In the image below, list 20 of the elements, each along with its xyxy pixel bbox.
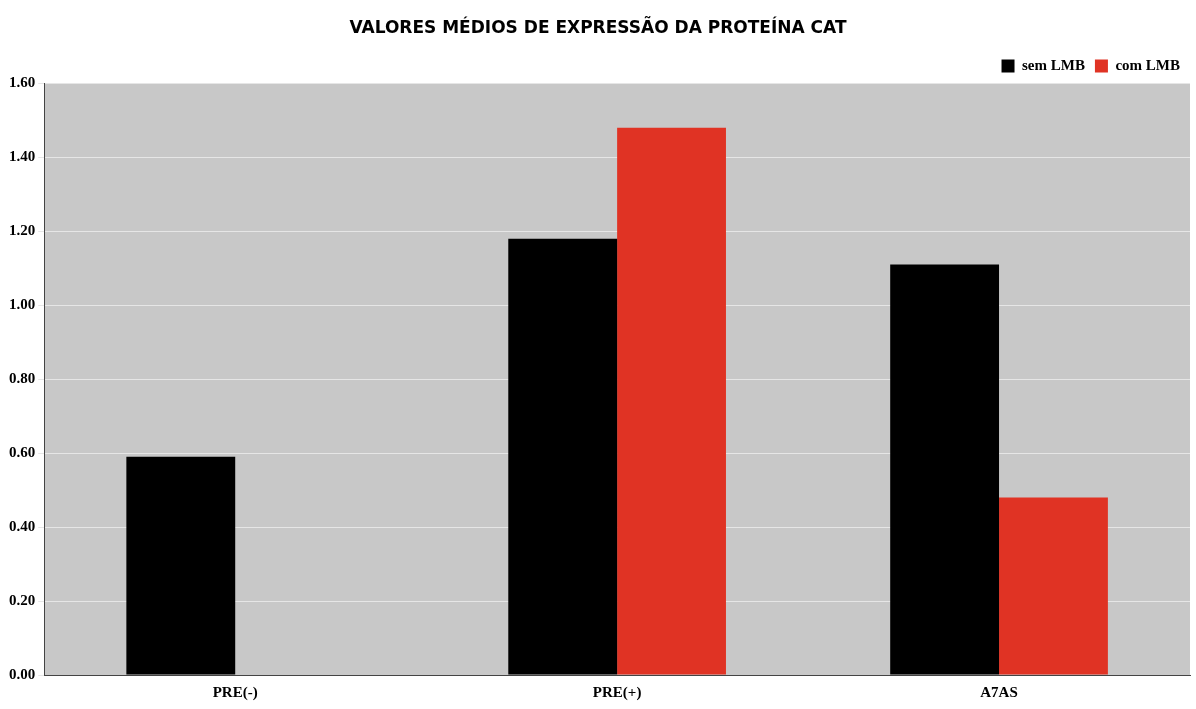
y-tick-label: 0.80 bbox=[9, 370, 36, 387]
y-tick-label: 0.60 bbox=[9, 444, 36, 461]
y-tick-label: 1.00 bbox=[9, 296, 36, 313]
y-tick-label: 0.20 bbox=[9, 591, 36, 608]
y-tick-label: 0.00 bbox=[9, 665, 36, 682]
bar bbox=[890, 264, 1000, 675]
legend-label: sem LMB bbox=[1022, 56, 1085, 73]
chart-title: VALORES MÉDIOS DE EXPRESSÃO DA PROTEÍNA CAT bbox=[349, 14, 847, 37]
y-tick-label: 1.40 bbox=[9, 148, 36, 165]
bar bbox=[999, 497, 1108, 675]
x-tick-label: PRE(-) bbox=[212, 683, 258, 701]
x-tick-label: PRE(+) bbox=[592, 683, 642, 701]
y-tick-label: 1.20 bbox=[9, 222, 36, 239]
bar bbox=[508, 238, 618, 675]
bar bbox=[126, 456, 236, 675]
bar bbox=[617, 127, 726, 675]
x-tick-label: A7AS bbox=[980, 683, 1018, 700]
y-tick-label: 0.40 bbox=[9, 517, 36, 534]
legend-label: com LMB bbox=[1115, 56, 1181, 73]
y-tick-label: 1.60 bbox=[9, 74, 36, 91]
